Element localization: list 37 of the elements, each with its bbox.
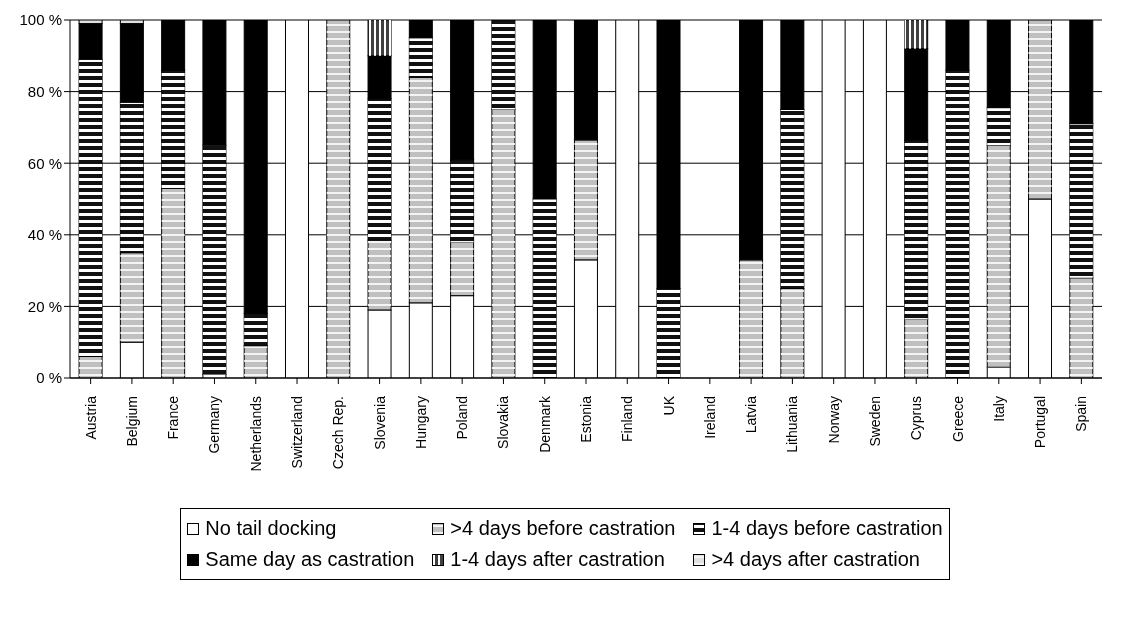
x-tick-label: Norway [825, 396, 842, 444]
x-tick-label: Finland [619, 396, 636, 442]
x-tick-label: France [165, 395, 182, 440]
x-tick-label: Portugal [1032, 396, 1049, 449]
legend-label: 1-4 days before castration [711, 517, 943, 540]
legend-label: No tail docking [205, 517, 337, 540]
legend-label: >4 days after castration [711, 548, 920, 571]
x-tick-label: Czech Rep. [330, 396, 347, 470]
x-tick-label: Spain [1073, 396, 1090, 432]
x-tick-label: Netherlands [247, 396, 264, 472]
y-tick-label: 40 % [27, 226, 62, 244]
x-tick-label: Greece [949, 395, 966, 442]
x-tick-label: Ireland [701, 396, 718, 439]
x-tick-label: Italy [990, 396, 1007, 422]
x-tick-label: Slovenia [371, 395, 388, 450]
x-tick-label: Latvia [743, 395, 760, 434]
y-tick-label: 80 % [27, 82, 62, 100]
x-tick-label: Belgium [123, 396, 140, 447]
y-tick-label: 20 % [27, 297, 62, 315]
x-tick-label: Estonia [578, 395, 594, 443]
y-tick-label: 60 % [27, 154, 62, 172]
x-tick-label: Lithuania [784, 395, 801, 453]
y-tick-label: 100 % [19, 11, 62, 29]
x-tick-label: Poland [454, 396, 471, 440]
x-tick-label: UK [660, 395, 677, 416]
x-tick-label: Austria [82, 395, 99, 440]
x-tick-label: Hungary [412, 396, 429, 449]
x-tick-label: Slovakia [495, 395, 512, 449]
x-tick-label: Sweden [866, 396, 883, 447]
y-tick-label: 0 % [36, 369, 62, 387]
legend-label: >4 days before castration [450, 517, 676, 540]
x-tick-label: Switzerland [289, 396, 306, 469]
x-tick-label: Germany [206, 396, 223, 454]
legend-label: 1-4 days after castration [450, 548, 665, 571]
x-tick-label: Denmark [536, 395, 553, 453]
legend-label: Same day as castration [205, 548, 415, 571]
x-tick-label: Cyprus [908, 396, 925, 441]
